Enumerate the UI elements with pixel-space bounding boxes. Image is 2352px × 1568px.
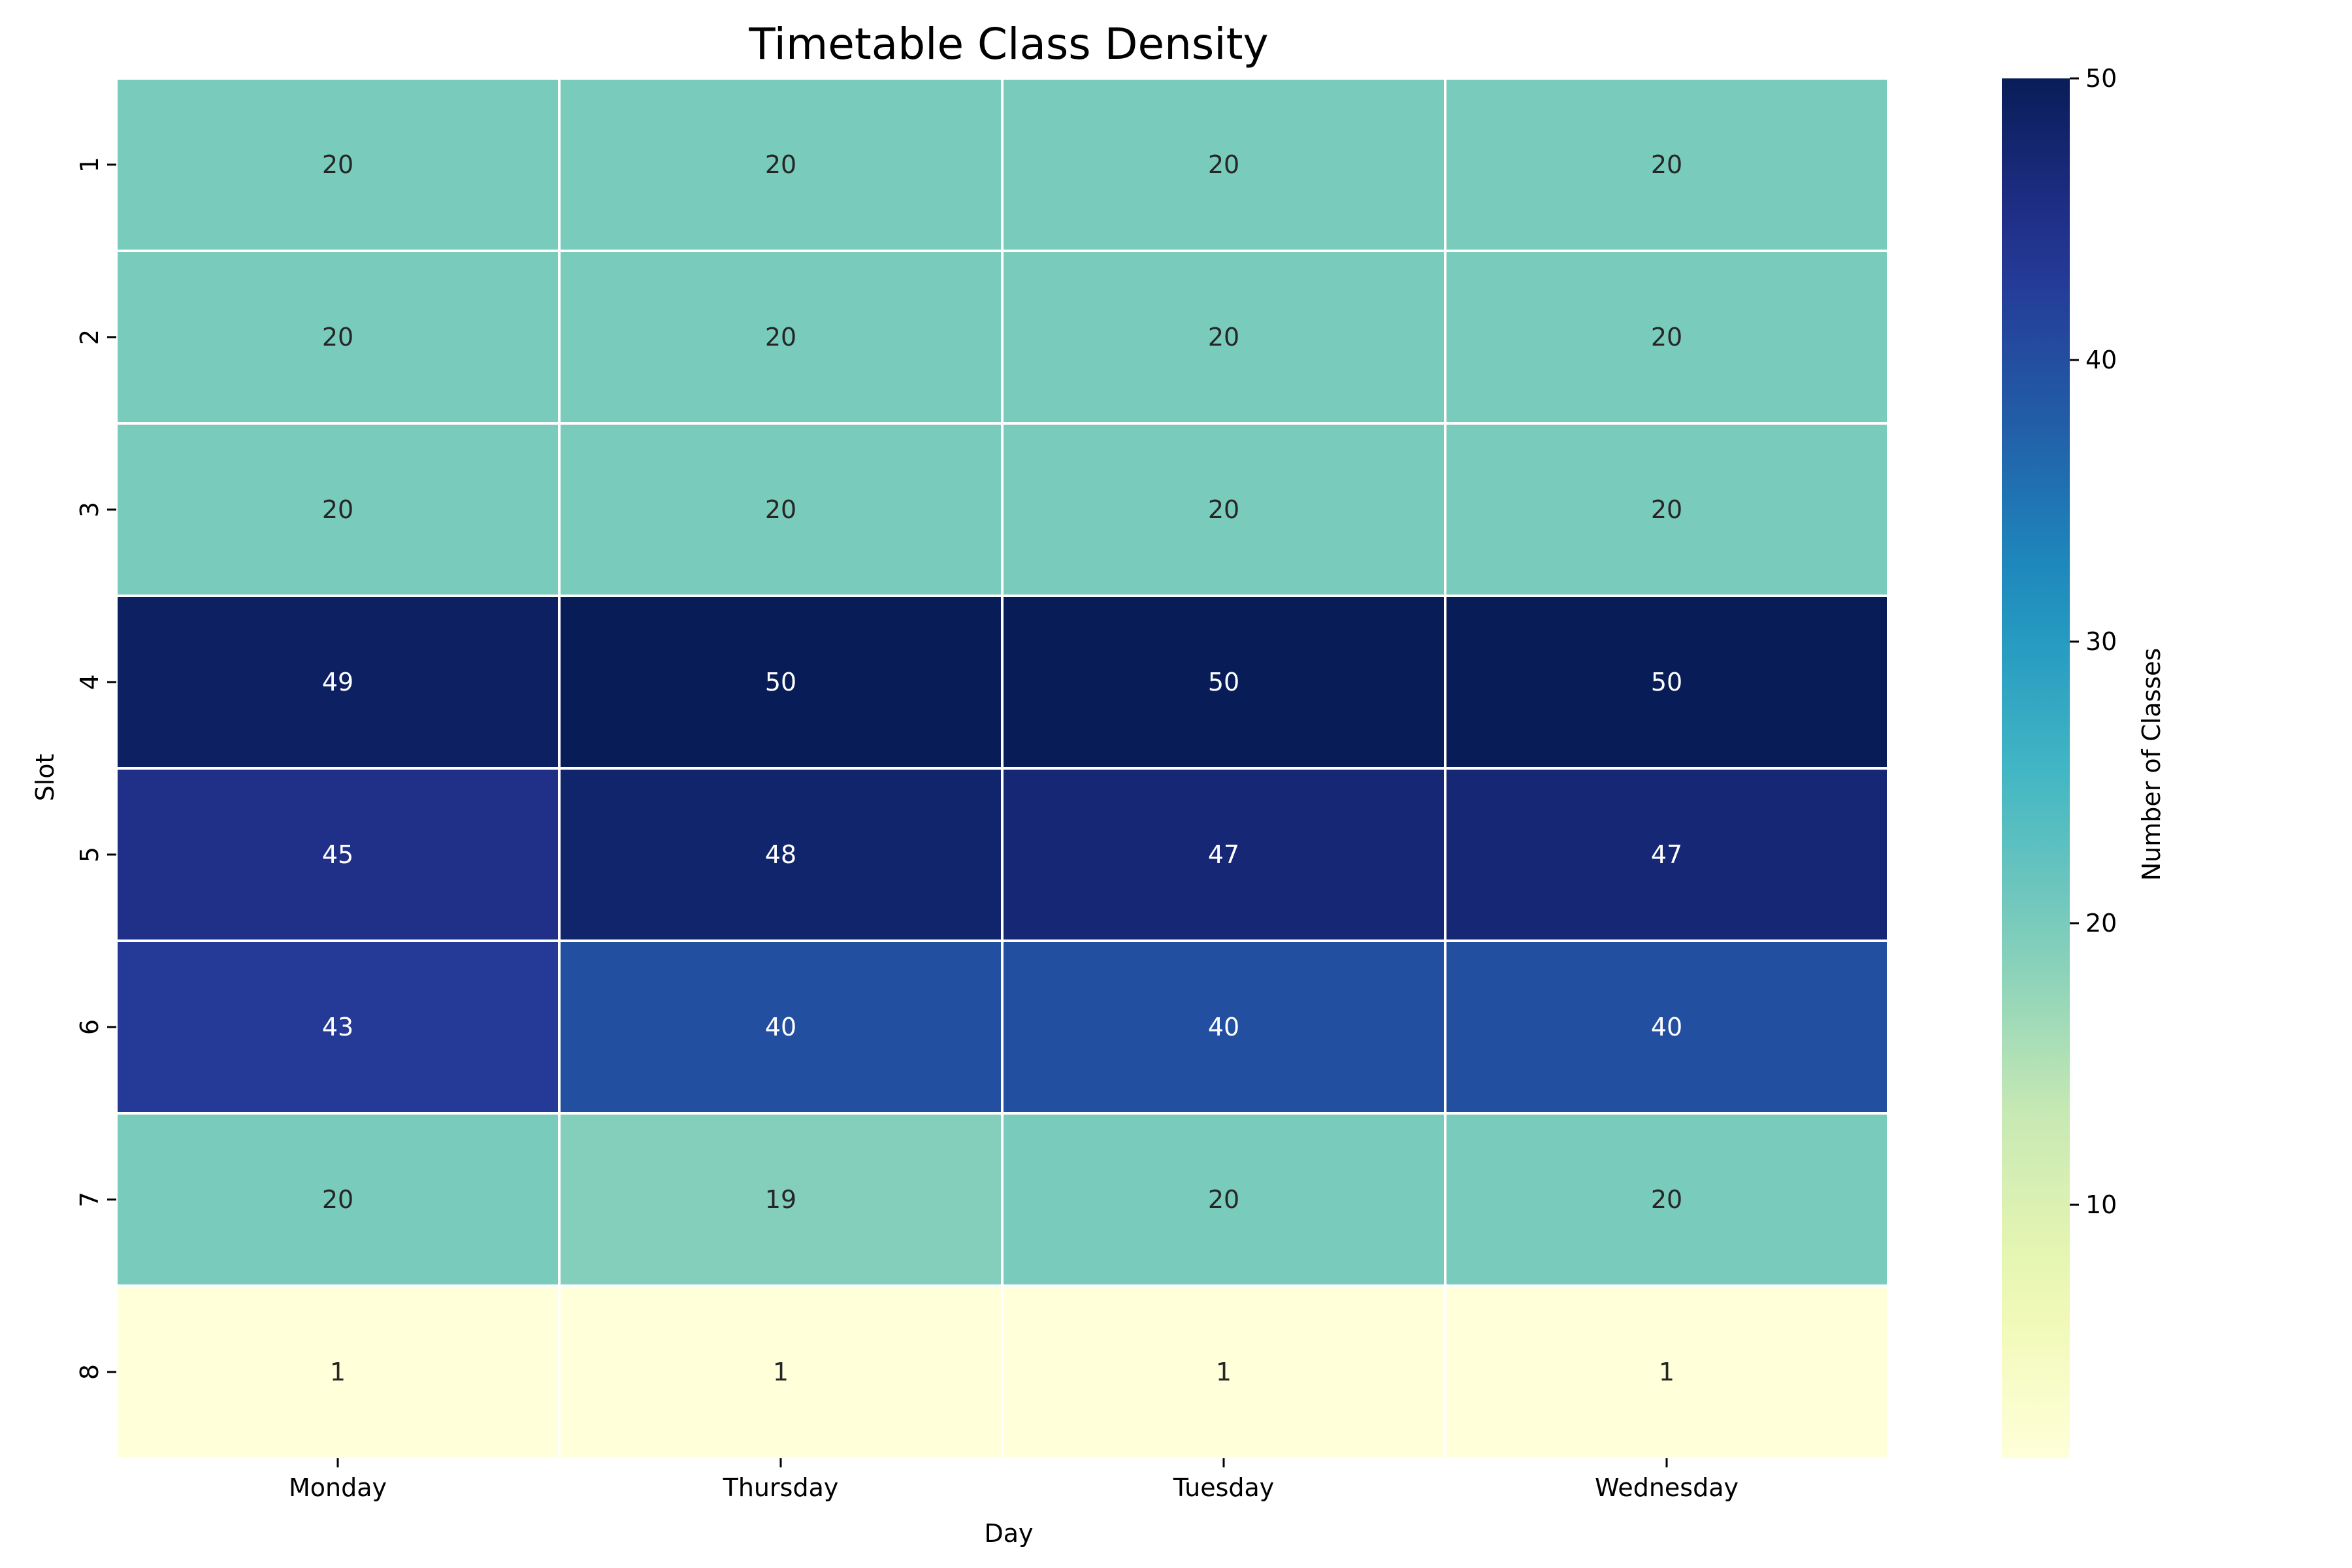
heatmap-cell: [1444, 595, 1889, 770]
cell-value-label: 50: [1208, 668, 1239, 696]
colorbar-gradient: [2002, 78, 2070, 1458]
cell-value-label: 20: [322, 323, 353, 351]
y-tick-label: 4: [75, 674, 104, 690]
x-tick-label: Monday: [289, 1473, 387, 1502]
cell-value-label: 43: [322, 1013, 353, 1041]
heatmap-cell: [1444, 250, 1889, 425]
cell-value-label: 19: [765, 1185, 796, 1214]
y-axis-label: Slot: [31, 754, 59, 802]
cell-value-label: 47: [1208, 840, 1239, 869]
colorbar: 10 20 30 40 50: [2002, 64, 2117, 1458]
colorbar-tick-label: 10: [2085, 1190, 2117, 1219]
heatmap-cell: [1444, 422, 1889, 597]
heatmap-cell: [115, 939, 561, 1115]
cell-value-label: 20: [1208, 323, 1239, 351]
cell-value-label: 1: [1216, 1358, 1232, 1386]
y-tick-label: 7: [75, 1192, 104, 1207]
cell-value-label: 48: [765, 840, 796, 869]
cell-value-label: 1: [773, 1358, 789, 1386]
cell-value-label: 20: [1651, 495, 1682, 524]
heatmap-cell: [115, 77, 561, 252]
colorbar-label: Number of Classes: [2137, 648, 2166, 881]
heatmap-cell: [558, 1112, 1004, 1287]
heatmap-cell: [1001, 595, 1446, 770]
y-tick-label: 6: [75, 1019, 104, 1035]
y-tick-label: 8: [75, 1364, 104, 1380]
colorbar-tick-label: 20: [2085, 909, 2117, 938]
heatmap-cell: [1001, 767, 1446, 942]
y-tick-label: 2: [75, 329, 104, 345]
heatmap-cell: [1001, 939, 1446, 1115]
cell-value-label: 40: [765, 1013, 796, 1041]
heatmap-cell: [115, 1112, 561, 1287]
heatmap-cell: [558, 1284, 1004, 1460]
cell-value-label: 1: [1659, 1358, 1674, 1386]
x-axis-label: Day: [984, 1519, 1033, 1548]
heatmap-cells: [115, 77, 1889, 1460]
heatmap-cell: [1001, 1284, 1446, 1460]
x-tick-label: Thursday: [723, 1473, 839, 1502]
cell-value-label: 20: [1208, 495, 1239, 524]
cell-value-label: 47: [1651, 840, 1682, 869]
cell-value-label: 20: [765, 495, 796, 524]
heatmap-cell: [1444, 939, 1889, 1115]
heatmap-cell: [1001, 77, 1446, 252]
y-tick-label: 1: [75, 157, 104, 172]
cell-value-label: 20: [765, 323, 796, 351]
cell-value-label: 40: [1651, 1013, 1682, 1041]
heatmap-cell: [558, 767, 1004, 942]
cell-value-label: 20: [1208, 1185, 1239, 1214]
heatmap-cell: [1001, 250, 1446, 425]
cell-value-label: 20: [1651, 150, 1682, 179]
cell-value-label: 50: [1651, 668, 1682, 696]
colorbar-tick-label: 30: [2085, 627, 2117, 656]
cell-value-label: 20: [765, 150, 796, 179]
cell-value-label: 20: [322, 495, 353, 524]
x-tick-label: Wednesday: [1595, 1473, 1739, 1502]
cell-value-label: 20: [322, 1185, 353, 1214]
heatmap-cell: [1444, 1284, 1889, 1460]
y-axis: 1 2 3 4 5 6 7 8: [75, 157, 116, 1380]
heatmap-cell: [558, 939, 1004, 1115]
heatmap-cell: [558, 595, 1004, 770]
heatmap-cell: [115, 1284, 561, 1460]
cell-value-label: 20: [1651, 1185, 1682, 1214]
cell-value-label: 20: [1208, 150, 1239, 179]
cell-value-label: 1: [330, 1358, 346, 1386]
colorbar-tick-label: 50: [2085, 64, 2117, 93]
heatmap-cell: [1444, 1112, 1889, 1287]
heatmap-cell-labels: 20 20 20 20 20 20 20 20 20 20 20 20 49 50 50 50 45 48 47 47…: [322, 150, 1682, 1386]
cell-value-label: 45: [322, 840, 353, 869]
y-tick-label: 5: [75, 847, 104, 862]
heatmap-cell: [115, 595, 561, 770]
x-axis: Monday Thursday Tuesday Wednesday: [289, 1458, 1739, 1502]
heatmap-cell: [558, 77, 1004, 252]
x-tick-label: Tuesday: [1173, 1473, 1275, 1502]
heatmap-cell: [1444, 767, 1889, 942]
chart-title: Timetable Class Density: [748, 19, 1268, 69]
heatmap-cell: [558, 422, 1004, 597]
colorbar-tick-label: 40: [2085, 346, 2117, 374]
cell-value-label: 20: [322, 150, 353, 179]
cell-value-label: 20: [1651, 323, 1682, 351]
cell-value-label: 50: [765, 668, 796, 696]
cell-value-label: 49: [322, 668, 353, 696]
heatmap-cell: [115, 767, 561, 942]
heatmap-cell: [1444, 77, 1889, 252]
cell-value-label: 40: [1208, 1013, 1239, 1041]
y-tick-label: 3: [75, 502, 104, 517]
